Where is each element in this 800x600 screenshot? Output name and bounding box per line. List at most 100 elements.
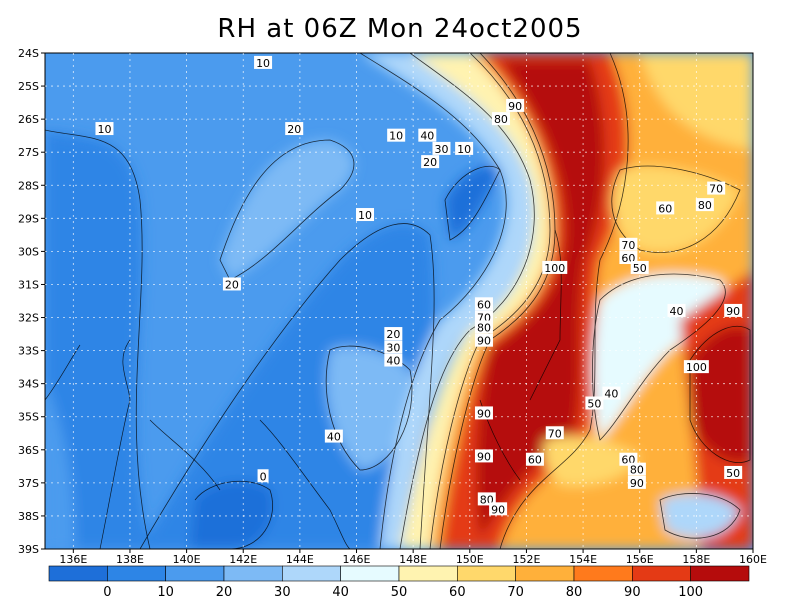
colorbar-swatch (690, 565, 750, 582)
contour-label: 20 (423, 156, 437, 169)
lon-tick-label: 140E (173, 553, 201, 566)
contour-label: 40 (420, 130, 434, 143)
colorbar-label: 30 (274, 585, 291, 600)
contour-label: 60 (528, 454, 542, 467)
contour-label: 90 (477, 335, 491, 348)
lat-tick-label: 31S (18, 278, 39, 291)
graticule (45, 53, 753, 549)
colorbar-swatch (223, 565, 283, 582)
contour-label-bg (421, 155, 440, 169)
contour-label: 10 (389, 130, 403, 143)
lon-tick-label: 148E (399, 553, 427, 566)
contour-label-bg (257, 469, 269, 483)
longitude-axis: 136E 138E 140E 142E 144E 146E 148E 150E 152E 154E… (59, 549, 767, 566)
colorbar: 0 10 20 30 40 50 60 70 80 90 100 (48, 565, 750, 600)
lat-tick-label: 35S (18, 411, 39, 424)
contour-label-bg (667, 303, 686, 317)
lat-tick-label: 29S (18, 212, 39, 225)
colorbar-label: 40 (332, 585, 349, 600)
lon-tick-label: 138E (116, 553, 144, 566)
colorbar-swatch (573, 565, 633, 582)
lon-tick-label: 150E (456, 553, 484, 566)
lat-tick-label: 34S (18, 378, 39, 391)
colorbar-label: 90 (624, 585, 641, 600)
contour-label-bg (254, 55, 273, 69)
contour-label: 10 (358, 209, 372, 222)
contour-label: 50 (726, 467, 740, 480)
contour-label-bg (619, 237, 638, 251)
lat-tick-label: 39S (18, 543, 39, 556)
contour-label: 60 (477, 298, 491, 311)
colorbar-label: 70 (507, 585, 524, 600)
lat-tick-label: 26S (18, 113, 39, 126)
contour-label-bg (707, 181, 726, 195)
contour-label-bg (656, 201, 675, 215)
contour-label-bg (474, 320, 493, 334)
contour-label-bg (474, 333, 493, 347)
colorbar-label: 60 (449, 585, 466, 600)
lat-tick-label: 36S (18, 444, 39, 457)
contour-label: 40 (327, 431, 341, 444)
lon-tick-label: 152E (512, 553, 540, 566)
contour-label: 90 (630, 477, 644, 490)
colorbar-swatch (457, 565, 516, 582)
contour-label: 90 (508, 100, 522, 113)
contour-label-bg (630, 260, 649, 274)
contour-label: 80 (494, 113, 508, 126)
contour-label-bg (95, 122, 114, 136)
contour-label-bg (619, 251, 638, 265)
contour-label-bg (602, 386, 621, 400)
lat-tick-label: 24S (18, 47, 39, 60)
contour-label-bg (695, 198, 714, 212)
colorbar-label: 100 (678, 585, 703, 600)
contour-label: 100 (686, 361, 707, 374)
contour-label-bg (619, 452, 638, 466)
lat-tick-label: 32S (18, 312, 39, 325)
contour-label-bg (384, 353, 403, 367)
contour-label-bg (627, 475, 646, 489)
chart-title: RH at 06Z Mon 24oct2005 (217, 14, 583, 44)
lon-tick-label: 136E (59, 553, 87, 566)
contour-label: 70 (548, 427, 562, 440)
contour-label: 80 (477, 321, 491, 334)
colorbar-label: 20 (216, 585, 233, 600)
colorbar-swatch (48, 565, 108, 582)
contour-label-bg (324, 429, 343, 443)
contour-label-bg (474, 297, 493, 311)
contour-label: 50 (587, 398, 601, 411)
contour-label-bg (474, 449, 493, 463)
contour-label-bg (432, 141, 451, 155)
contour-label: 40 (604, 388, 618, 401)
contour-label: 40 (386, 355, 400, 368)
contour-label: 80 (698, 199, 712, 212)
colorbar-label: 50 (391, 585, 408, 600)
lon-tick-label: 144E (286, 553, 314, 566)
contour-label-bg (384, 340, 403, 354)
lon-tick-label: 154E (569, 553, 597, 566)
contour-label: 10 (457, 143, 471, 156)
contour-label-bg (222, 277, 241, 291)
lat-tick-label: 37S (18, 477, 39, 490)
contour-label: 80 (630, 464, 644, 477)
contour-label: 90 (477, 450, 491, 463)
contour-label: 70 (709, 183, 723, 196)
lon-tick-label: 142E (229, 553, 257, 566)
lat-tick-label: 25S (18, 80, 39, 93)
colorbar-label: 0 (103, 585, 111, 600)
contour-label-bg (285, 122, 304, 136)
contour-label: 30 (386, 341, 400, 354)
lon-tick-label: 160E (739, 553, 767, 566)
lat-tick-label: 28S (18, 179, 39, 192)
contour-label: 90 (477, 407, 491, 420)
contour-label: 100 (544, 262, 565, 275)
lat-tick-label: 27S (18, 146, 39, 159)
rh-field (45, 53, 753, 549)
contour-label-bg (474, 406, 493, 420)
colorbar-swatch (340, 565, 400, 582)
contour-label-bg (491, 112, 510, 126)
contour-label: 0 (260, 470, 267, 483)
contour-label-bg (387, 128, 406, 142)
contour-label-bg (585, 396, 604, 410)
